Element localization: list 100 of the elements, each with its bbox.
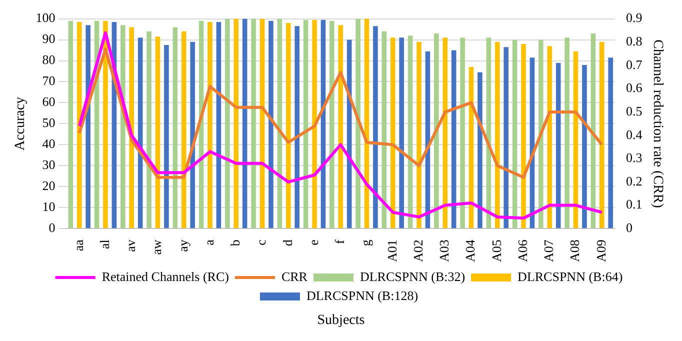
y-tick-label: 30 [42,157,56,172]
bar [338,25,344,228]
y2-tick-label: 0 [626,220,632,236]
legend-label: DLRCSPNN (B:32) [360,268,466,284]
bar [277,18,282,228]
bar [356,18,360,228]
bar [225,18,230,228]
y2-tick-label: 0.4 [626,126,643,142]
x-tick-label: av [123,239,138,252]
x-axis-title: Subjects [316,313,366,329]
bar [390,38,396,228]
bar [556,62,561,228]
bar [286,22,291,228]
bar [494,42,500,228]
y-tick-label: 80 [42,52,56,68]
bar [164,45,169,228]
bar [216,22,222,228]
bar [330,20,334,228]
bar [251,18,256,228]
y-tick-label: 0 [48,220,56,236]
legend-label: DLRCSPNN (B:64) [518,268,623,284]
bar [416,42,422,228]
bar [599,42,604,228]
y-tick-label: 20 [42,178,56,194]
x-tick-label: A01 [384,240,400,262]
x-tick-label: A03 [436,240,452,262]
bar [294,26,300,228]
x-tick-label: d [280,239,295,246]
x-tick-label: ay [175,239,190,252]
bar [442,38,448,228]
x-tick-label: A08 [567,240,582,262]
bar [76,22,82,228]
bar [582,64,587,228]
bar [260,18,265,228]
x-tick-label: al [96,239,112,249]
bar [181,31,186,228]
x-tick-label: f [332,238,348,244]
bar [373,26,378,228]
bar [547,46,552,228]
bar [129,27,134,228]
x-tick-label: e [306,239,321,246]
y-tick-label: 100 [36,10,56,26]
x-tick-label: A09 [593,240,608,262]
legend-label: CRR [281,268,308,284]
bar [382,31,387,228]
x-tick-label: A02 [410,240,426,262]
x-tick-label: aa [70,239,86,252]
y-tick-label: 70 [42,73,56,88]
y2-tick-label: 0.2 [626,173,642,188]
bar [268,20,274,228]
bar [234,18,239,228]
y-tick-label: 50 [42,115,56,130]
y-tick-label: 40 [42,136,56,152]
x-tick-label: c [254,239,269,246]
bar [608,58,613,228]
y-tick-label: 10 [42,199,56,214]
y2-tick-label: 0.8 [626,34,642,49]
y-axis-title: Accuracy [13,96,28,151]
bar [451,50,456,228]
y-tick-label: 60 [42,94,56,110]
bar [408,36,413,228]
bar [538,40,544,228]
bar [504,47,508,228]
bar [103,20,108,228]
bar [434,33,439,228]
x-tick-label: A07 [541,239,556,262]
bar [478,72,482,228]
y2-tick-label: 0.6 [626,80,643,96]
bar [155,36,160,228]
bar [242,18,248,228]
legend-label: DLRCSPNN (B:128) [306,288,418,303]
bar [573,51,578,228]
bar [68,20,74,228]
y2-tick-label: 0.7 [626,56,643,72]
bar [399,38,404,228]
bar [460,38,465,228]
x-tick-label: A04 [462,239,478,262]
bar [312,20,317,228]
y2-tick-label: 0.9 [626,10,642,26]
y2-axis-title: Channel reduction rate (CRR) [650,40,665,208]
bar [564,38,570,228]
x-tick-label: g [358,239,374,246]
bar [208,22,212,228]
bar [146,31,152,228]
bar [590,33,596,228]
bar [190,42,195,228]
x-tick-label: a [201,239,216,246]
x-tick-label: A05 [488,240,504,262]
bar [512,40,518,228]
y-tick-label: 90 [42,31,56,46]
x-tick-label: aw [149,239,164,255]
x-tick-label: A06 [514,239,530,262]
x-tick-label: b [228,240,243,246]
y2-tick-label: 0.1 [626,196,642,212]
bar [521,44,526,228]
y2-tick-label: 0.3 [626,150,642,166]
y2-tick-label: 0.5 [626,103,642,118]
legend-label: Retained Channels (RC) [102,268,229,284]
bar [172,27,178,228]
bar [303,20,308,228]
